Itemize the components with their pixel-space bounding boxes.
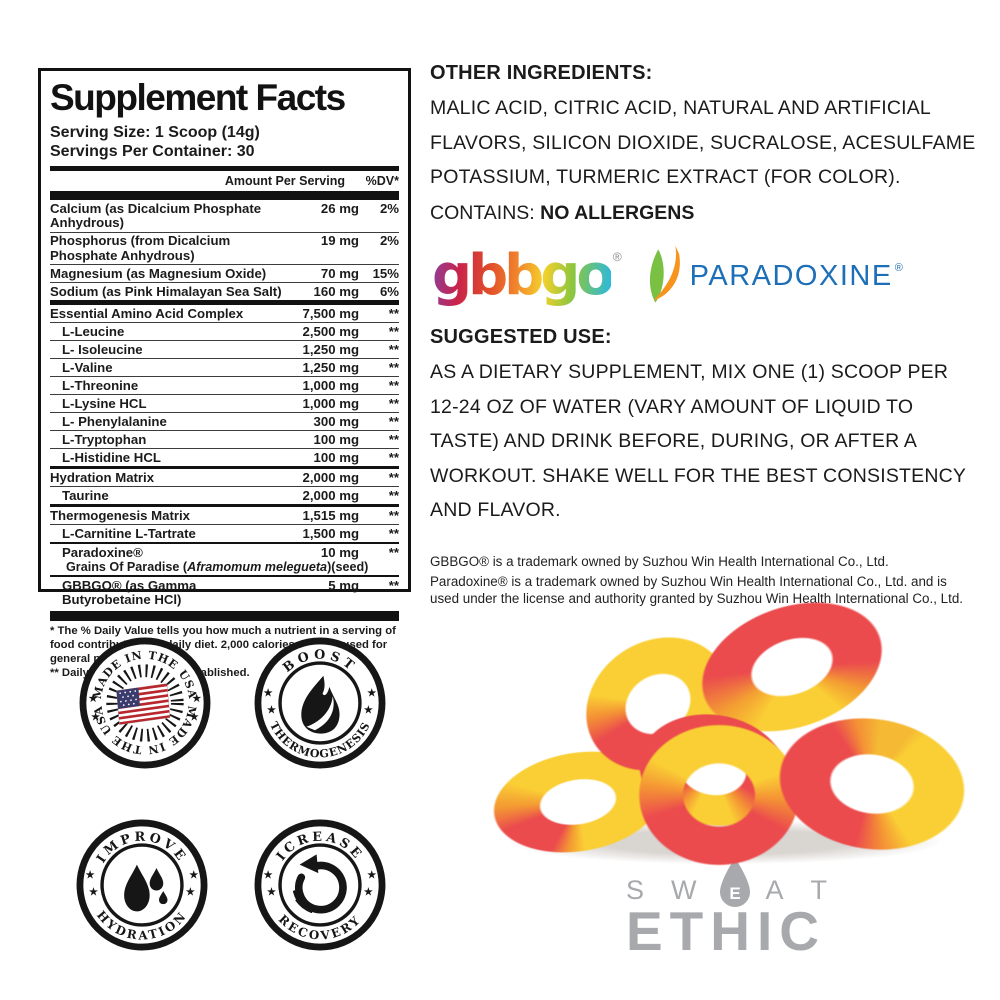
divider-bar <box>50 166 399 171</box>
ethic-wordmark: ETHIC <box>626 900 826 962</box>
col-percent-dv: %DV* <box>365 174 399 188</box>
star-icon: ★ <box>364 704 373 716</box>
water-drops-icon <box>124 864 168 912</box>
star-icon: ★ <box>264 687 273 699</box>
sweat-wordmark: S W E A T <box>626 850 866 907</box>
suggested-use-line: AS A DIETARY SUPPLEMENT, MIX ONE (1) SCO… <box>430 361 949 383</box>
table-row: L-Tryptophan 100 mg ** <box>50 430 399 448</box>
servings-per-container: Servings Per Container: 30 <box>50 143 255 160</box>
us-flag-icon <box>116 683 171 725</box>
supplement-facts-panel: Supplement Facts Serving Size: 1 Scoop (… <box>38 68 411 679</box>
star-icon: ★ <box>364 886 373 898</box>
column-headers: Amount Per Serving %DV* <box>50 172 399 190</box>
other-ingredients-line: MALIC ACID, CITRIC ACID, NATURAL AND ART… <box>430 97 931 119</box>
star-icon: ★ <box>267 886 276 898</box>
table-row: Sodium (as Pink Himalayan Sea Salt) 160 m… <box>50 282 399 299</box>
other-ingredients-line: FLAVORS, SILICON DIOXIDE, SUCRALOSE, ACE… <box>430 131 976 154</box>
trademark-block: GBBGO® is a trademark owned by Suzhou Wi… <box>430 554 975 608</box>
gbbgo-wordmark: gbbgo <box>432 243 615 308</box>
star-icon: ★ <box>267 704 276 716</box>
table-row: Phosphorus (from Dicalcium Phosphate Anh… <box>50 231 399 263</box>
table-row: L- Phenylalanine 300 mg ** <box>50 412 399 430</box>
sunburst-icon <box>106 664 184 742</box>
table-row: L-Histidine HCL 100 mg ** <box>50 448 399 466</box>
col-amount-per-serving: Amount Per Serving <box>224 174 345 188</box>
suggested-use-line: 12-24 OZ OF WATER (VARY AMOUNT OF LIQUID… <box>430 395 914 418</box>
suggested-use-line: WORKOUT. SHAKE WELL FOR THE BEST CONSIST… <box>430 464 967 487</box>
star-icon: ★ <box>367 687 376 699</box>
table-row: L-Leucine 2,500 mg ** <box>50 322 399 340</box>
star-icon: ★ <box>89 886 98 898</box>
table-row: Paradoxine® 10 mg ** <box>50 542 399 561</box>
table-row-group-header: Essential Amino Acid Complex 7,500 mg ** <box>50 300 399 322</box>
paradoxine-logo: PARADOXINE ® <box>644 245 903 307</box>
table-row: Taurine 2,000 mg ** <box>50 486 399 504</box>
registered-mark: ® <box>612 250 622 264</box>
gummy-ring <box>638 724 800 866</box>
serving-size: Serving Size: 1 Scoop (14g) <box>50 124 260 141</box>
recovery-arrow-icon <box>293 854 347 914</box>
other-ingredients-heading: OTHER INGREDIENTS: <box>430 62 653 84</box>
table-row: L-Threonine 1,000 mg ** <box>50 376 399 394</box>
badge-improve-hydration: IMPROVE HYDRATION ★ ★ ★ ★ <box>74 817 210 953</box>
table-row: L-Valine 1,250 mg ** <box>50 358 399 376</box>
right-column: OTHER INGREDIENTS: MALIC ACID, CITRIC AC… <box>430 62 975 607</box>
star-icon: ★ <box>189 869 198 881</box>
peach-gummy-rings-photo <box>485 578 975 870</box>
supplement-facts-title: Supplement Facts <box>50 77 346 118</box>
suggested-use-heading: SUGGESTED USE: <box>430 326 612 348</box>
star-icon: ★ <box>89 692 98 704</box>
table-row-subtext: Grains Of Paradise (Aframomum melegueta)… <box>66 560 369 574</box>
svg-text:E: E <box>729 884 740 903</box>
paradoxine-wordmark: PARADOXINE <box>689 259 893 292</box>
suggested-use-line: TASTE) AND DRINK BEFORE, DURING, OR AFTE… <box>430 430 918 452</box>
table-row: Magnesium (as Magnesium Oxide) 70 mg 15% <box>50 264 399 281</box>
star-icon: ★ <box>367 869 376 881</box>
flame-icon <box>301 675 340 734</box>
badge-boost-thermogenesis: BOOST THERMOGENESIS ★ ★ ★ ★ <box>252 635 388 771</box>
sweat-ethic-logo: S W E A T ETHIC <box>626 850 866 962</box>
table-row-group-header: Hydration Matrix 2,000 mg ** <box>50 466 399 486</box>
star-icon: ★ <box>190 711 199 723</box>
table-row-group-header: Thermogenesis Matrix 1,515 mg ** <box>50 504 399 524</box>
suggested-use-line: AND FLAVOR. <box>430 499 561 521</box>
registered-mark: ® <box>894 262 903 274</box>
divider-bar <box>50 610 399 621</box>
table-row: L- Isoleucine 1,250 mg ** <box>50 340 399 358</box>
trademark-line: GBBGO® is a trademark owned by Suzhou Wi… <box>430 553 889 569</box>
star-icon: ★ <box>192 692 201 704</box>
water-drop-icon: E <box>719 858 750 907</box>
ingredient-logos-row: gbbgo ® PARADOXINE ® <box>432 240 975 312</box>
contains-statement: CONTAINS: NO ALLERGENS <box>430 201 695 224</box>
star-icon: ★ <box>186 886 195 898</box>
divider-bar <box>50 191 399 200</box>
star-icon: ★ <box>264 869 273 881</box>
gbbgo-logo: gbbgo ® <box>432 246 622 306</box>
badge-increase-recovery: ICREASE RECOVERY ★ ★ ★ ★ <box>252 817 388 953</box>
paradoxine-leaf-icon <box>649 245 680 303</box>
table-row: L-Carnitine L-Tartrate 1,500 mg ** <box>50 524 399 542</box>
table-row: GBBGO® (as Gamma Butyrobetaine HCl) 5 mg *… <box>50 575 399 609</box>
trademark-line: Paradoxine® is a trademark owned by Suzh… <box>430 574 947 589</box>
table-row: Calcium (as Dicalcium Phosphate Anhydrou… <box>50 200 399 230</box>
star-icon: ★ <box>91 711 100 723</box>
table-row: L-Lysine HCL 1,000 mg ** <box>50 394 399 412</box>
star-icon: ★ <box>86 869 95 881</box>
badge-made-in-usa: MADE IN THE USA MADE IN THE USA ★ ★ ★ ★ <box>77 635 213 771</box>
other-ingredients-line: POTASSIUM, TURMERIC EXTRACT (FOR COLOR). <box>430 166 901 188</box>
